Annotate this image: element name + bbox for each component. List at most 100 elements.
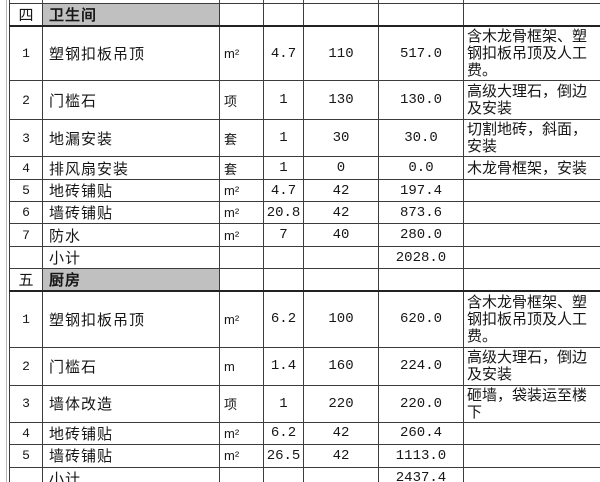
total-cell: 260.4 <box>378 421 464 445</box>
unit-cell: 项 <box>219 80 264 120</box>
total-cell: 197.4 <box>378 179 464 202</box>
note-cell <box>463 421 600 445</box>
empty-cell <box>303 466 379 482</box>
total-cell: 517.0 <box>378 25 464 81</box>
table-row: 1 塑钢扣板吊顶 m² 6.2 100 620.0 含木龙骨框架、塑钢扣板吊顶及… <box>9 290 600 348</box>
empty-cell <box>219 3 264 27</box>
row-index-cell: 6 <box>9 201 43 224</box>
empty-cell <box>219 466 264 482</box>
table-row: 6 墙砖铺贴 m² 20.8 42 873.6 <box>9 201 600 224</box>
note-cell <box>463 443 600 468</box>
item-name-cell: 墙砖铺贴 <box>42 443 220 468</box>
unit-cell: m² <box>219 179 264 202</box>
unit-cell: m² <box>219 443 264 468</box>
unit-cell: 套 <box>219 156 264 180</box>
empty-cell <box>378 3 464 27</box>
row-index-cell: 3 <box>9 119 43 157</box>
unit-cell: m² <box>219 25 264 81</box>
row-index-cell: 2 <box>9 80 43 120</box>
section-header-kitchen: 五 厨房 <box>9 268 600 292</box>
qty-cell: 20.8 <box>263 201 304 224</box>
qty-cell: 6.2 <box>263 421 304 445</box>
qty-cell: 1 <box>263 156 304 180</box>
note-cell: 砸墙，袋装运至楼下 <box>463 384 600 423</box>
empty-cell <box>9 246 43 269</box>
note-cell <box>463 201 600 224</box>
subtotal-value-cell: 2437.4 <box>378 466 464 482</box>
item-name-cell: 门槛石 <box>42 80 220 120</box>
item-name-cell: 地砖铺贴 <box>42 421 220 445</box>
unit-cell: m² <box>219 290 264 348</box>
unit-price-cell: 42 <box>303 179 379 202</box>
unit-price-cell: 130 <box>303 80 379 120</box>
item-name-cell: 塑钢扣板吊顶 <box>42 25 220 81</box>
total-cell: 130.0 <box>378 80 464 120</box>
subtotal-row: 小计 2028.0 <box>9 246 600 269</box>
row-index-cell: 5 <box>9 179 43 202</box>
note-cell <box>463 223 600 247</box>
unit-price-cell: 0 <box>303 156 379 180</box>
table-row: 3 地漏安装 套 1 30 30.0 切割地砖，斜面，安装 <box>9 119 600 157</box>
empty-cell <box>463 466 600 482</box>
empty-cell <box>463 246 600 269</box>
unit-price-cell: 42 <box>303 201 379 224</box>
note-cell: 切割地砖，斜面，安装 <box>463 119 600 157</box>
total-cell: 224.0 <box>378 346 464 386</box>
total-cell: 0.0 <box>378 156 464 180</box>
unit-price-cell: 42 <box>303 421 379 445</box>
empty-cell <box>9 466 43 482</box>
table-row: 1 塑钢扣板吊顶 m² 4.7 110 517.0 含木龙骨框架、塑钢扣板吊顶及… <box>9 25 600 81</box>
unit-price-cell: 110 <box>303 25 379 81</box>
unit-cell: m² <box>219 201 264 224</box>
row-index-cell: 4 <box>9 421 43 445</box>
section-title-cell: 卫生间 <box>42 3 220 27</box>
qty-cell: 1 <box>263 80 304 120</box>
empty-cell <box>303 268 379 292</box>
subtotal-label-cell: 小计 <box>42 246 220 269</box>
qty-cell: 1 <box>263 119 304 157</box>
qty-cell: 1 <box>263 384 304 423</box>
subtotal-row: 小计 2437.4 <box>9 466 600 482</box>
qty-cell: 7 <box>263 223 304 247</box>
empty-cell <box>303 246 379 269</box>
table-row: 5 墙砖铺贴 m² 26.5 42 1113.0 <box>9 443 600 468</box>
unit-cell: 套 <box>219 119 264 157</box>
table-row: 7 防水 m² 7 40 280.0 <box>9 223 600 247</box>
subtotal-label-cell: 小计 <box>42 466 220 482</box>
unit-cell: m <box>219 346 264 386</box>
total-cell: 1113.0 <box>378 443 464 468</box>
table-row: 3 墙体改造 项 1 220 220.0 砸墙，袋装运至楼下 <box>9 384 600 423</box>
note-cell: 含木龙骨框架、塑钢扣板吊顶及人工费。 <box>463 290 600 348</box>
unit-price-cell: 220 <box>303 384 379 423</box>
item-name-cell: 墙砖铺贴 <box>42 201 220 224</box>
total-cell: 873.6 <box>378 201 464 224</box>
item-name-cell: 防水 <box>42 223 220 247</box>
note-cell: 木龙骨框架，安装 <box>463 156 600 180</box>
table-row: 4 排风扇安装 套 1 0 0.0 木龙骨框架，安装 <box>9 156 600 180</box>
empty-cell <box>263 3 304 27</box>
table-row: 4 地砖铺贴 m² 6.2 42 260.4 <box>9 421 600 445</box>
section-title-cell: 厨房 <box>42 268 220 292</box>
qty-cell: 4.7 <box>263 25 304 81</box>
total-cell: 30.0 <box>378 119 464 157</box>
empty-cell <box>263 268 304 292</box>
row-index-cell: 5 <box>9 443 43 468</box>
empty-cell <box>263 466 304 482</box>
item-name-cell: 塑钢扣板吊顶 <box>42 290 220 348</box>
budget-table: 四 卫生间 1 塑钢扣板吊顶 m² 4.7 110 517.0 含木龙骨框架、塑… <box>9 3 600 482</box>
row-index-cell: 4 <box>9 156 43 180</box>
qty-cell: 1.4 <box>263 346 304 386</box>
row-index-cell: 3 <box>9 384 43 423</box>
table-row: 2 门槛石 m 1.4 160 224.0 高级大理石，倒边及安装 <box>9 346 600 386</box>
item-name-cell: 门槛石 <box>42 346 220 386</box>
table-row: 5 地砖铺贴 m² 4.7 42 197.4 <box>9 179 600 202</box>
empty-cell <box>378 268 464 292</box>
unit-price-cell: 100 <box>303 290 379 348</box>
qty-cell: 4.7 <box>263 179 304 202</box>
note-cell <box>463 179 600 202</box>
total-cell: 280.0 <box>378 223 464 247</box>
table-row: 2 门槛石 项 1 130 130.0 高级大理石，倒边及安装 <box>9 80 600 120</box>
unit-cell: m² <box>219 223 264 247</box>
row-index-cell: 1 <box>9 290 43 348</box>
item-name-cell: 墙体改造 <box>42 384 220 423</box>
